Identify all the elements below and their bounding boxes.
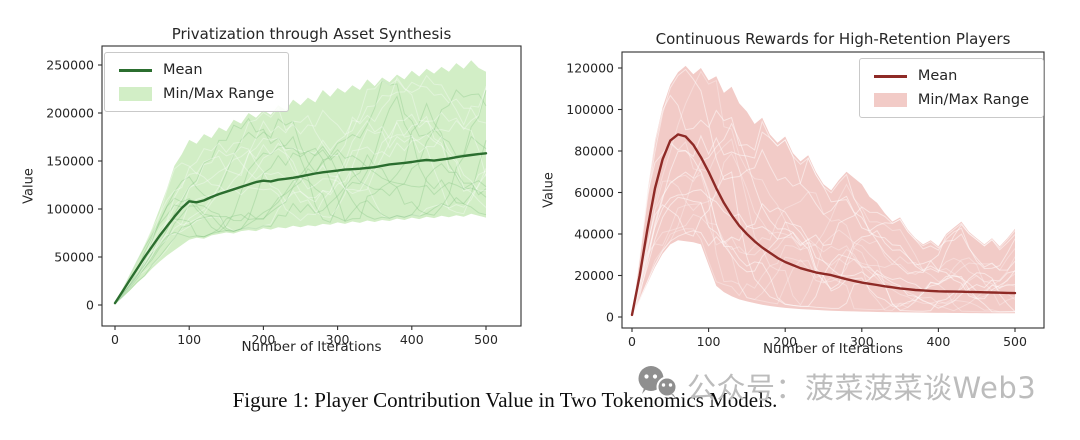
chart-continuous-rewards: Continuous Rewards for High-Retention Pl… — [540, 0, 1080, 372]
run-trajectory — [114, 76, 487, 304]
x-axis-label: Number of Iterations — [241, 339, 382, 355]
run-trajectory — [114, 89, 487, 304]
run-trajectory — [114, 79, 487, 304]
run-trajectory — [631, 204, 1016, 315]
legend-label: Mean — [163, 62, 203, 78]
y-tick-label: 40000 — [574, 227, 614, 242]
legend-label: Min/Max Range — [163, 86, 275, 102]
plot-frame — [621, 51, 1045, 329]
run-trajectory — [114, 166, 487, 305]
run-trajectory — [631, 173, 1016, 317]
y-tick-label: 100000 — [566, 102, 614, 117]
y-tick-label: 60000 — [574, 185, 614, 200]
minmax-band — [632, 65, 1015, 317]
chart-title: Privatization through Asset Synthesis — [171, 25, 452, 43]
x-tick-label: 100 — [177, 332, 201, 347]
legend-entry-range: Min/Max Range — [873, 92, 1029, 108]
plot-frame — [101, 45, 522, 327]
watermark: 公众号：菠菜菠菜谈Web3 — [636, 363, 1036, 408]
y-axis-label: Value — [21, 168, 37, 204]
wechat-icon — [636, 365, 682, 408]
run-trajectory — [631, 70, 1016, 315]
y-tick-label: 120000 — [566, 61, 614, 76]
x-tick-label: 300 — [326, 332, 350, 347]
run-trajectory — [114, 121, 487, 304]
run-trajectory — [114, 128, 487, 304]
y-tick-label: 0 — [606, 310, 614, 325]
minmax-patch-swatch — [873, 93, 907, 107]
mean-line — [630, 133, 1017, 317]
y-tick-label: 150000 — [46, 154, 94, 169]
run-trajectory — [631, 94, 1016, 314]
run-trajectory — [631, 138, 1016, 316]
x-tick-label: 0 — [111, 332, 119, 347]
x-tick-label: 400 — [400, 332, 424, 347]
y-tick-label: 20000 — [574, 268, 614, 283]
run-trajectory — [114, 113, 487, 303]
run-trajectory — [631, 152, 1016, 315]
run-trajectory — [631, 189, 1016, 315]
y-tick-label: 100000 — [46, 202, 94, 217]
y-tick-label: 200000 — [46, 106, 94, 121]
run-trajectory — [114, 74, 487, 303]
y-axis-label: Value — [541, 172, 557, 208]
chart-privatization-asset-synthesis: Privatization through Asset Synthesis 0 1… — [0, 0, 540, 372]
run-trajectory — [114, 102, 487, 305]
x-tick-label: 500 — [474, 332, 498, 347]
mean-line-swatch — [873, 74, 907, 78]
x-tick-label: 0 — [628, 334, 636, 349]
legend-label: Min/Max Range — [917, 92, 1029, 108]
y-tick-label: 50000 — [54, 250, 94, 265]
legend-entry-mean: Mean — [873, 68, 958, 84]
run-trajectory — [114, 81, 487, 303]
legend-entry-range: Min/Max Range — [119, 86, 274, 102]
run-trajectory — [114, 153, 487, 304]
x-tick-label: 200 — [773, 334, 797, 349]
x-tick-label: 100 — [697, 334, 721, 349]
legend-entry-mean: Mean — [119, 62, 203, 78]
run-trajectory — [114, 95, 487, 305]
chart-title: Continuous Rewards for High-Retention Pl… — [655, 30, 1011, 48]
run-trajectory — [631, 68, 1016, 313]
plot-area: 0 100 200 300 400 500 0 20000 40000 60000 80000 100… — [566, 51, 1045, 349]
x-tick-label: 300 — [850, 334, 874, 349]
y-tick-label: 250000 — [46, 58, 94, 73]
mean-line-swatch — [119, 68, 152, 72]
plot-area: 0 100 200 300 400 500 0 50000 100000 150000 200000… — [46, 45, 522, 347]
x-tick-label: 400 — [926, 334, 950, 349]
minmax-patch-swatch — [119, 87, 152, 101]
minmax-band — [115, 60, 486, 305]
run-trajectory — [631, 171, 1016, 316]
run-trajectory — [631, 150, 1016, 316]
legend: Mean Min/Max Range — [104, 52, 290, 112]
watermark-text: 公众号：菠菜菠菜谈Web3 — [687, 370, 1037, 405]
y-tick-label: 80000 — [574, 144, 614, 159]
x-tick-label: 200 — [251, 332, 275, 347]
run-trajectory — [114, 135, 487, 304]
run-trajectory — [631, 196, 1016, 316]
run-trajectory — [631, 140, 1016, 315]
legend: Mean Min/Max Range — [858, 58, 1044, 118]
run-trajectory — [114, 133, 487, 304]
y-tick-label: 0 — [86, 298, 94, 313]
mean-line — [113, 152, 488, 305]
x-axis-label: Number of Iterations — [762, 341, 904, 357]
run-trajectory — [114, 148, 487, 305]
figure-caption: Figure 1: Player Contribution Value in T… — [232, 388, 778, 412]
x-tick-label: 500 — [1003, 334, 1027, 349]
run-trajectory — [631, 228, 1016, 317]
legend-label: Mean — [917, 68, 958, 84]
